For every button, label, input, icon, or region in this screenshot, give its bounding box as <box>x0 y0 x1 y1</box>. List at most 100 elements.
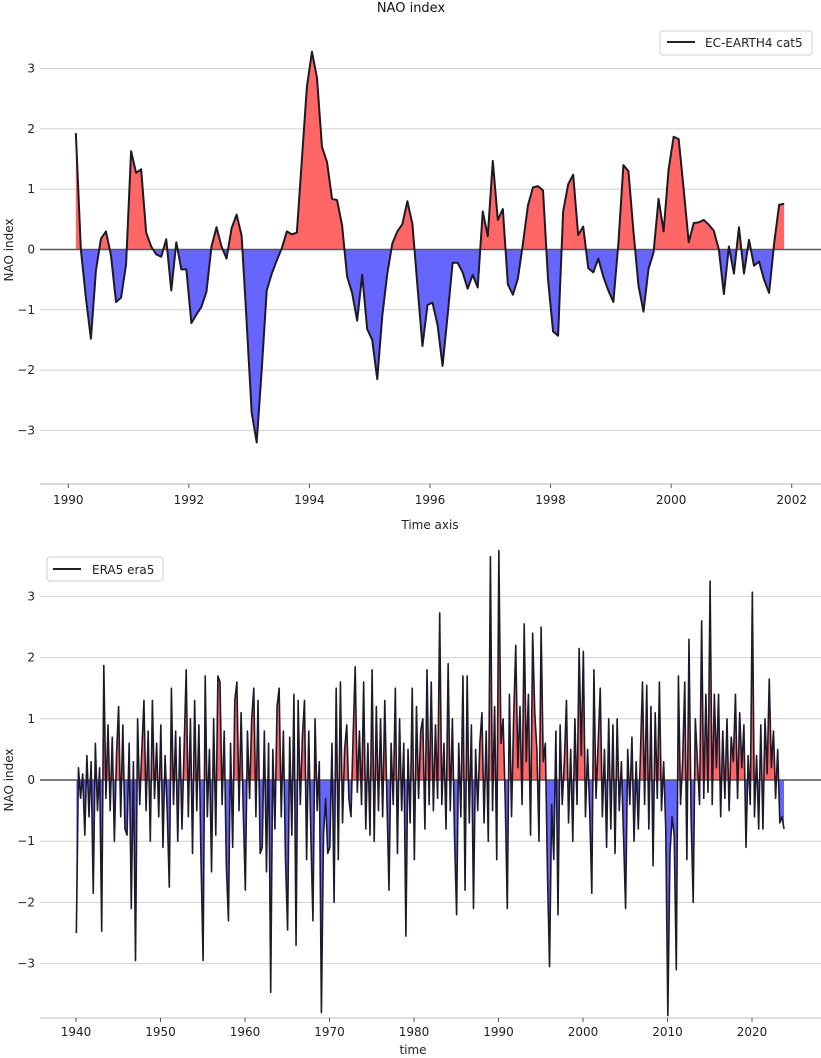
data-point <box>110 255 112 257</box>
data-point <box>753 816 755 818</box>
data-point <box>100 238 102 240</box>
data-point <box>411 223 413 225</box>
data-point <box>276 259 278 261</box>
data-point <box>720 816 722 818</box>
data-point <box>555 730 557 732</box>
data-point <box>94 742 96 744</box>
data-point <box>456 914 458 916</box>
data-point <box>226 258 228 260</box>
x-tick-label: 2000 <box>656 493 687 507</box>
data-point <box>432 810 434 812</box>
data-point <box>693 222 695 224</box>
data-point <box>200 306 202 308</box>
data-point <box>477 286 479 288</box>
data-point <box>627 170 629 172</box>
data-point <box>263 730 265 732</box>
data-point <box>696 761 698 763</box>
data-point <box>371 669 373 671</box>
data-point <box>376 378 378 380</box>
data-point <box>180 268 182 270</box>
data-point <box>158 816 160 818</box>
data-point <box>194 699 196 701</box>
data-point <box>255 816 257 818</box>
data-point <box>270 991 272 993</box>
data-point <box>308 730 310 732</box>
x-tick-label: 2010 <box>652 1025 683 1039</box>
data-point <box>151 699 153 701</box>
data-point <box>107 724 109 726</box>
data-point <box>85 297 87 299</box>
data-point <box>137 718 139 720</box>
data-point <box>187 816 189 818</box>
data-point <box>145 810 147 812</box>
data-point <box>648 268 650 270</box>
x-tick-label: 1990 <box>483 1025 514 1039</box>
data-point <box>166 810 168 812</box>
data-point <box>135 172 137 174</box>
data-point <box>768 678 770 680</box>
data-point <box>537 185 539 187</box>
data-point <box>143 699 145 701</box>
data-point <box>612 724 614 726</box>
data-point <box>215 834 217 836</box>
data-point <box>777 748 779 750</box>
data-point <box>449 810 451 812</box>
data-point <box>682 761 684 763</box>
data-point <box>753 265 755 267</box>
data-point <box>578 647 580 649</box>
data-point <box>225 865 227 867</box>
data-point <box>367 742 369 744</box>
data-point <box>434 724 436 726</box>
x-tick-label: 1940 <box>61 1025 92 1039</box>
data-point <box>271 273 273 275</box>
data-point <box>737 797 739 799</box>
data-point <box>562 211 564 213</box>
data-point <box>644 803 646 805</box>
data-point <box>130 150 132 152</box>
data-point <box>175 730 177 732</box>
data-point <box>591 892 593 894</box>
data-point <box>274 828 276 830</box>
data-point <box>482 211 484 213</box>
data-point <box>306 86 308 88</box>
data-point <box>741 767 743 769</box>
data-point <box>190 322 192 324</box>
data-point <box>547 279 549 281</box>
data-point <box>589 810 591 812</box>
data-point <box>453 834 455 836</box>
data-point <box>447 315 449 317</box>
data-point <box>361 274 363 276</box>
data-point <box>210 245 212 247</box>
data-point <box>299 803 301 805</box>
data-point <box>715 767 717 769</box>
data-point <box>266 290 268 292</box>
data-point <box>522 242 524 244</box>
data-point <box>570 748 572 750</box>
data-point <box>607 290 609 292</box>
data-point <box>745 846 747 848</box>
data-point <box>221 245 223 247</box>
data-point <box>238 810 240 812</box>
data-point <box>86 755 88 757</box>
data-point <box>457 262 459 264</box>
data-point <box>718 693 720 695</box>
data-point <box>155 253 157 255</box>
data-point <box>147 730 149 732</box>
y-tick-label: −2 <box>17 895 35 909</box>
data-point <box>770 767 772 769</box>
data-point <box>464 889 466 891</box>
data-point <box>122 724 124 726</box>
data-point <box>278 687 280 689</box>
data-point <box>321 146 323 148</box>
data-point <box>396 852 398 854</box>
data-point <box>577 234 579 236</box>
data-point <box>597 742 599 744</box>
data-point <box>301 158 303 160</box>
data-point <box>507 283 509 285</box>
data-point <box>462 675 464 677</box>
data-point <box>475 748 477 750</box>
data-point <box>779 822 781 824</box>
data-point <box>428 803 430 805</box>
data-point <box>113 840 115 842</box>
data-point <box>291 834 293 836</box>
